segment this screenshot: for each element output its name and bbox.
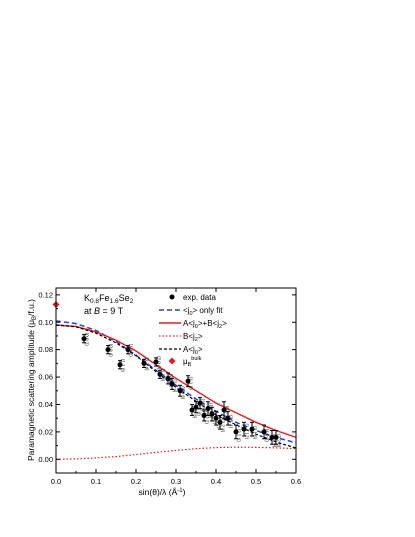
data-point-19	[221, 407, 227, 413]
hkl-label-9: (0 0 8)	[181, 386, 186, 400]
hkl-label-18: (2 2 4)	[221, 419, 226, 433]
hkl-label-7: (2 0 2)	[169, 374, 174, 388]
hkl-label-5: (2 0 0)	[157, 356, 162, 370]
legend-b-label: B<j2>	[183, 332, 203, 343]
hkl-label-11: (2 0 6)	[193, 405, 198, 419]
x-tick-label-4: 0.4	[211, 477, 221, 486]
data-point-26	[273, 434, 279, 440]
hkl-label-15: (1 1 10)	[209, 403, 214, 419]
data-point-21	[233, 429, 239, 435]
legend-exp-label: exp. data	[183, 293, 216, 302]
hkl-label-25: (3 1 8)	[273, 434, 278, 448]
y-tick-label-4: 0.08	[38, 345, 53, 354]
y-tick-label-6: 0.12	[38, 290, 53, 299]
hkl-label-17: (3 1 2)	[217, 415, 222, 429]
y-tick-label-3: 0.06	[38, 373, 53, 382]
hkl-label-2: (1 1 0)	[121, 359, 126, 373]
data-point-24	[261, 429, 267, 435]
data-point-2	[117, 362, 123, 368]
data-point-25	[269, 434, 275, 440]
hkl-label-6: (1 1 6)	[161, 368, 166, 382]
data-markers	[52, 300, 279, 445]
data-point-15	[205, 406, 211, 412]
y-tick-label-2: 0.04	[38, 400, 53, 409]
legend-ab-label: A<j0>+B<j2>	[183, 319, 227, 330]
data-point-13	[197, 400, 203, 406]
y-tick-label-1: 0.02	[38, 427, 53, 436]
legend-j0-label: <j0> only fit	[183, 306, 223, 317]
legend-a-label: A<j0>	[183, 345, 203, 356]
x-axis-label: sin(θ)/λ (Å-1)	[139, 487, 186, 497]
x-tick-label-3: 0.3	[171, 477, 181, 486]
data-point-5	[153, 359, 159, 365]
hkl-label-10: (1 1 8)	[189, 377, 194, 391]
hkl-labels: (0 0 2) (0 0 4) (1 1 0)(1 1 2) (1 1 4) (2 0 …	[85, 333, 282, 448]
hkl-label-0: (0 0 2)	[85, 333, 90, 347]
curve-ab	[55, 324, 297, 439]
data-point-12	[193, 404, 199, 410]
x-tick-label-5: 0.5	[251, 477, 261, 486]
hkl-label-16: (3 1 0)	[213, 411, 218, 425]
hkl-label-12: (2 2 0)	[197, 403, 202, 417]
data-point-3	[125, 347, 131, 353]
data-point-17	[213, 415, 219, 421]
hkl-label-1: (0 0 4)	[109, 344, 114, 358]
curve-a	[55, 324, 297, 449]
hkl-label-14: (2 2 2)	[205, 411, 210, 425]
data-point-22	[241, 426, 247, 432]
data-point-8	[169, 381, 175, 387]
hkl-label-22: (1 1 12)	[245, 423, 250, 439]
curve-b	[55, 446, 297, 460]
axes: 0.0 0.1 0.2 0.3 0.4 0.5 0.6 0.00 0.02 0.04 0.06 0.0…	[38, 287, 301, 486]
legend-exp-marker	[169, 294, 175, 300]
legend-mu-label: μBbulk	[183, 356, 202, 368]
curve-j0	[55, 320, 297, 444]
x-tick-label-0: 0.0	[51, 477, 61, 486]
data-point-14	[201, 412, 207, 418]
data-point-0	[81, 336, 87, 342]
data-point-20	[225, 415, 231, 421]
hkl-label-13: (2 0 8)	[201, 399, 206, 413]
x-tick-label-6: 0.6	[291, 477, 301, 486]
hkl-label-24: (4 0 0)	[265, 429, 270, 443]
y-tick-label-0: 0.00	[38, 455, 53, 464]
data-point-23	[249, 426, 255, 432]
data-point-4	[141, 360, 147, 366]
data-point-11	[189, 407, 195, 413]
legend-mu-marker	[168, 357, 176, 365]
hkl-label-20: (3 1 4)	[229, 415, 234, 429]
x-tick-label-2: 0.2	[131, 477, 141, 486]
hkl-label-26: (2 2 8)	[277, 434, 282, 448]
data-point-18	[217, 419, 223, 425]
hkl-label-21: (2 2 6)	[237, 429, 242, 443]
data-point-9	[177, 388, 183, 394]
data-point-16	[209, 411, 215, 417]
legend: exp. data <j0> only fit A<j0>+B<j2> B<j2…	[159, 293, 227, 368]
fit-curves	[55, 320, 297, 460]
y-axis-label: Paramagnetic scattering amplitude (μB/f.…	[26, 299, 38, 461]
y-tick-label-5: 0.10	[38, 318, 53, 327]
hkl-label-19: (0 0 12)	[225, 406, 230, 422]
compound-label: K0.8Fe1.6Se2	[84, 293, 134, 305]
data-point-7	[165, 375, 171, 381]
data-point-10	[185, 378, 191, 384]
x-tick-label-1: 0.1	[91, 477, 101, 486]
hkl-label-23: (3 1 6)	[253, 426, 258, 440]
field-label: at B = 9 T	[84, 306, 124, 316]
hkl-label-4: (1 1 4)	[145, 357, 150, 371]
hkl-label-3: (1 1 2)	[129, 344, 134, 358]
data-point-1	[105, 347, 111, 353]
hkl-label-8: (2 0 4)	[173, 379, 178, 393]
data-point-6	[157, 371, 163, 377]
